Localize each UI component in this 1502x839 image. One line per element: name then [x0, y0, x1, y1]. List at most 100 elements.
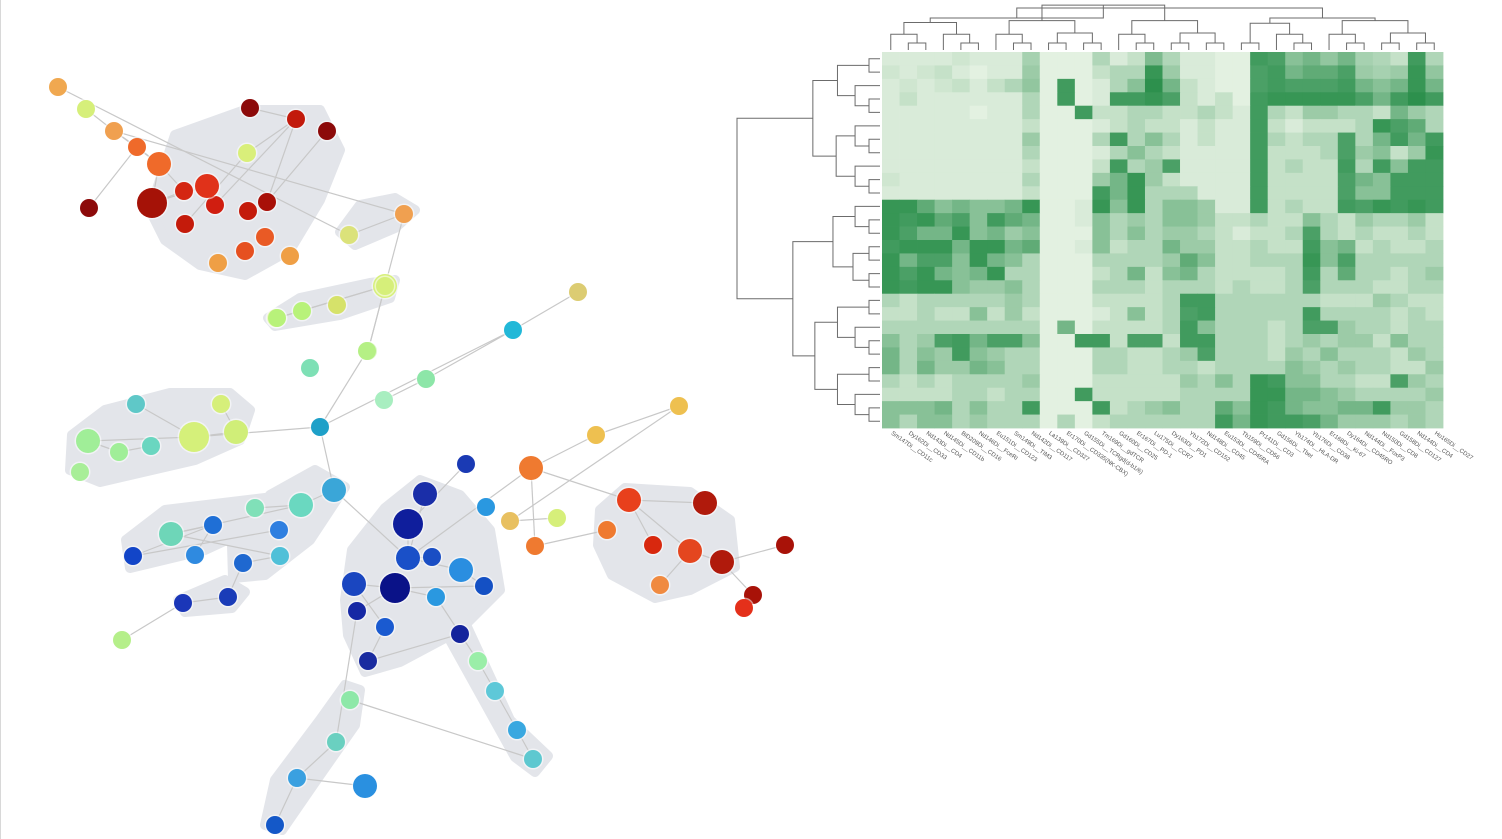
heatmap-cell [1320, 334, 1339, 348]
heatmap-cell [1390, 320, 1409, 335]
tree-node [268, 309, 286, 327]
tree-node [469, 652, 487, 670]
tree-edge [266, 118, 297, 203]
heatmap-cell [1320, 65, 1339, 80]
heatmap-cell [917, 360, 935, 375]
heatmap-cell [1004, 146, 1023, 160]
heatmap-cell [1425, 240, 1444, 254]
heatmap-cell [1250, 414, 1269, 429]
heatmap-cell [1022, 347, 1041, 362]
heatmap-cell [917, 266, 935, 281]
heatmap-cell [1425, 186, 1444, 201]
heatmap-cell [969, 266, 988, 281]
heatmap-cell [1074, 105, 1093, 120]
tree-node [124, 547, 142, 565]
heatmap-cell [1004, 347, 1023, 362]
heatmap-cell [1180, 199, 1198, 214]
tree-node [281, 247, 299, 265]
heatmap-cell [1302, 78, 1321, 93]
heatmap-cell [1250, 280, 1269, 295]
heatmap-cell [987, 293, 1006, 308]
heatmap-cell [1232, 293, 1251, 308]
heatmap-cell [1109, 172, 1128, 187]
heatmap-cell [1355, 92, 1374, 107]
heatmap-cell [1320, 213, 1339, 227]
heatmap-cell [882, 159, 900, 174]
heatmap-cell [1074, 293, 1093, 308]
heatmap-cell [1092, 374, 1111, 389]
tree-node [77, 100, 95, 118]
heatmap-cell [1109, 360, 1128, 375]
heatmap-cell [1074, 347, 1093, 362]
heatmap-cell [882, 199, 900, 214]
heatmap-cell [1144, 280, 1163, 295]
heatmap-cell [1197, 65, 1216, 80]
tree-node [376, 277, 394, 295]
heatmap-cell [882, 320, 900, 335]
heatmap-cell [1390, 132, 1409, 147]
heatmap-cell [1320, 132, 1339, 147]
heatmap-cell [1390, 360, 1409, 375]
tree-node [342, 572, 366, 596]
heatmap-cell [1109, 199, 1128, 214]
heatmap-cell [882, 387, 900, 402]
heatmap-cell [1302, 334, 1321, 348]
heatmap-cell [1407, 253, 1426, 268]
heatmap-cell [1355, 65, 1374, 80]
heatmap-cell [1215, 119, 1234, 133]
heatmap-cell [1074, 334, 1093, 348]
heatmap-cell [1022, 280, 1041, 295]
heatmap-cell [1302, 65, 1321, 80]
heatmap-cell [969, 199, 988, 214]
heatmap-cell [899, 347, 918, 362]
heatmap-cell [882, 307, 900, 321]
heatmap-cell [917, 280, 935, 295]
heatmap-cell [1162, 186, 1181, 201]
heatmap-cell [1355, 146, 1374, 160]
heatmap-cell [1162, 52, 1181, 66]
heatmap-cell [1197, 213, 1216, 227]
heatmap-cell [1407, 266, 1426, 281]
heatmap-cell [1302, 92, 1321, 107]
heatmap-cell [1267, 65, 1286, 80]
heatmap-cell [987, 52, 1006, 66]
heatmap-cell [1390, 146, 1409, 160]
tree-node [246, 499, 264, 517]
heatmap-cell [1022, 401, 1041, 415]
heatmap-cell [987, 92, 1006, 107]
tree-edge [121, 602, 184, 641]
heatmap-cell [899, 172, 918, 187]
heatmap-cell [1215, 92, 1234, 107]
heatmap-cell [1144, 401, 1163, 415]
heatmap-cell [1215, 172, 1234, 187]
heatmap-cell [969, 293, 988, 308]
heatmap-cell [934, 213, 953, 227]
heatmap-cell [1127, 159, 1146, 174]
heatmap-cell [1022, 213, 1041, 227]
heatmap-cell [952, 199, 971, 214]
heatmap-cell [1302, 401, 1321, 415]
heatmap-cell [969, 105, 988, 120]
heatmap-cell [952, 146, 971, 160]
heatmap-cell [1320, 374, 1339, 389]
tree-node [587, 426, 605, 444]
heatmap-cell [934, 186, 953, 201]
heatmap-cell [1302, 414, 1321, 429]
heatmap-cell [1285, 293, 1304, 308]
heatmap-cell [1215, 374, 1234, 389]
heatmap-cell [1337, 105, 1356, 120]
heatmap-cell [1092, 159, 1111, 174]
heatmap-cell [1372, 414, 1391, 429]
heatmap-cell [1092, 172, 1111, 187]
heatmap-cell [987, 226, 1006, 241]
heatmap-cell [1232, 266, 1251, 281]
heatmap-cell [1162, 253, 1181, 268]
heatmap-cell [917, 293, 935, 308]
heatmap-cell [934, 320, 953, 335]
heatmap-cell [987, 374, 1006, 389]
heatmap-cell [1337, 320, 1356, 335]
tree-edge [333, 489, 409, 559]
heatmap-cell [1127, 253, 1146, 268]
heatmap-cell [1180, 92, 1198, 107]
heatmap-cell [934, 78, 953, 93]
